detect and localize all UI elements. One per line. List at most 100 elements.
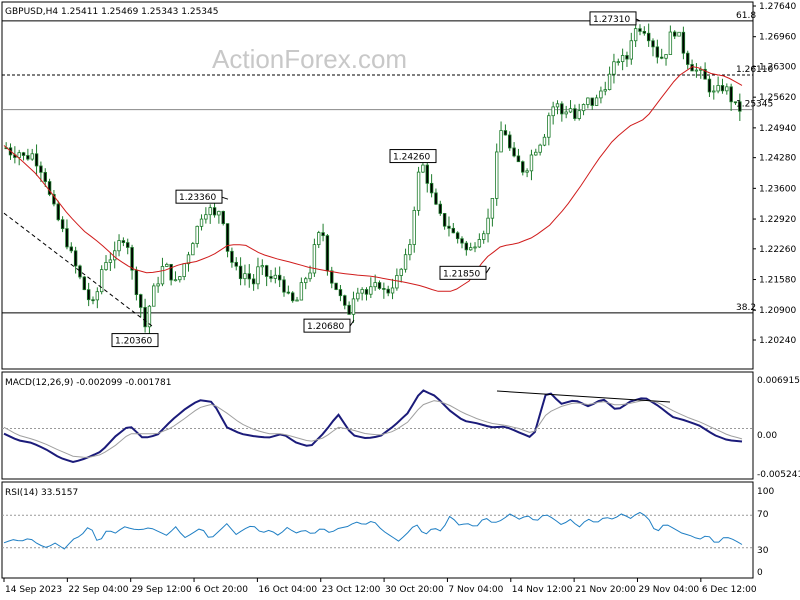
candle-body [256, 266, 260, 285]
candle-body [416, 171, 421, 211]
candle-body [121, 240, 126, 243]
price-tick-label: 1.27640 [759, 2, 796, 12]
candle-body [99, 269, 104, 293]
candle-body [356, 292, 360, 300]
price-tick-label: 1.26960 [759, 33, 796, 43]
candle-body [720, 85, 725, 92]
candle-body [460, 238, 464, 244]
candle-body [108, 259, 113, 263]
candle-body [217, 210, 221, 216]
swing-label-box [111, 333, 159, 348]
candle-body [251, 278, 256, 285]
swing-connector [485, 267, 491, 274]
candle-body [468, 247, 473, 251]
candle-body [221, 210, 225, 225]
candle-body [438, 203, 442, 214]
candle-body [69, 246, 73, 252]
x-tick-label: 22 Sep 04:00 [68, 585, 128, 595]
candle-body [86, 289, 91, 301]
swing-connector [221, 196, 229, 200]
candle-body [304, 278, 308, 284]
candle-body [264, 265, 269, 277]
candle-body [547, 115, 551, 138]
candle-body [230, 250, 234, 263]
candle-body [694, 69, 699, 72]
candle-body [538, 144, 542, 153]
candle-body [334, 282, 338, 290]
candle-body [403, 254, 408, 270]
candle-body [429, 182, 434, 194]
candle-body [512, 147, 516, 157]
annotation-layer: 61.8 1.26110 1.25345 38.2 1.27310 1.24260 1.23… [111, 11, 773, 348]
candle-body [659, 56, 664, 59]
candle-body [152, 285, 156, 307]
candle-body [165, 263, 169, 267]
swing-label-box [439, 265, 487, 280]
price-tick-label: 1.23600 [759, 184, 796, 194]
candle-body [390, 287, 395, 294]
candle-body [455, 232, 460, 240]
swing-label: 1.20680 [307, 322, 344, 332]
candle-body [82, 276, 87, 291]
swing-label: 1.23360 [179, 193, 216, 203]
candle-body [508, 134, 512, 149]
candle-body [646, 32, 651, 42]
candle-body [594, 97, 599, 106]
candle-body [668, 31, 673, 55]
candle-body [178, 276, 182, 281]
rsi-axis-label-100: 100 [757, 487, 774, 497]
candle-body [347, 304, 351, 315]
swing-label-box [589, 11, 637, 26]
candle-body [52, 194, 56, 205]
x-tick-label: 29 Sep 12:00 [132, 585, 192, 595]
candle-body [633, 28, 638, 42]
candle-body [599, 90, 603, 99]
swing-label: 1.21850 [443, 269, 480, 279]
price-tick-label: 1.24280 [759, 154, 796, 164]
x-tick-label: 30 Oct 20:00 [385, 585, 444, 595]
macd-line [3, 389, 743, 464]
candle-body [39, 165, 43, 173]
candle-body [43, 171, 47, 182]
candle-body [130, 247, 134, 271]
candle-body [707, 78, 712, 93]
candle-body [716, 85, 720, 92]
candle-body [529, 154, 534, 172]
candle-body [408, 244, 412, 256]
price-tick-label: 1.20240 [759, 336, 796, 346]
candle-body [612, 61, 616, 75]
candle-body [60, 219, 65, 230]
candle-body [369, 286, 373, 295]
macd-layer [2, 389, 753, 464]
candle-body [477, 239, 482, 248]
candle-body [551, 106, 555, 117]
candle-body [481, 233, 486, 240]
rsi-title: RSI(14) 33.5157 [5, 488, 78, 498]
macd-axis-label-zero: 0.00 [757, 431, 777, 441]
candle-body [673, 31, 677, 37]
swing-connector [349, 319, 355, 327]
candle-body [117, 240, 121, 252]
candle-body [586, 97, 590, 105]
candle-body [156, 283, 160, 287]
candle-body [143, 307, 147, 328]
rsi-panel-frame [1, 481, 754, 579]
price-tick-label: 1.24940 [759, 124, 796, 134]
rsi-axis-label-30: 30 [757, 546, 769, 556]
fib-label: 1.25345 [736, 100, 773, 110]
x-tick-label: 7 Nov 04:00 [448, 585, 503, 595]
candle-body [169, 263, 173, 281]
candle-body [247, 273, 251, 280]
candle-body [273, 274, 278, 279]
rsi-layer [2, 511, 753, 550]
candle-body [534, 151, 538, 156]
candle-body [451, 227, 456, 234]
candle-body [160, 266, 165, 285]
candle-body [664, 54, 668, 59]
candle-body [395, 275, 399, 289]
candle-body [555, 103, 560, 108]
candle-body [225, 223, 230, 252]
candle-body [382, 288, 386, 290]
candle-body [725, 86, 729, 92]
candle-body [269, 276, 273, 279]
